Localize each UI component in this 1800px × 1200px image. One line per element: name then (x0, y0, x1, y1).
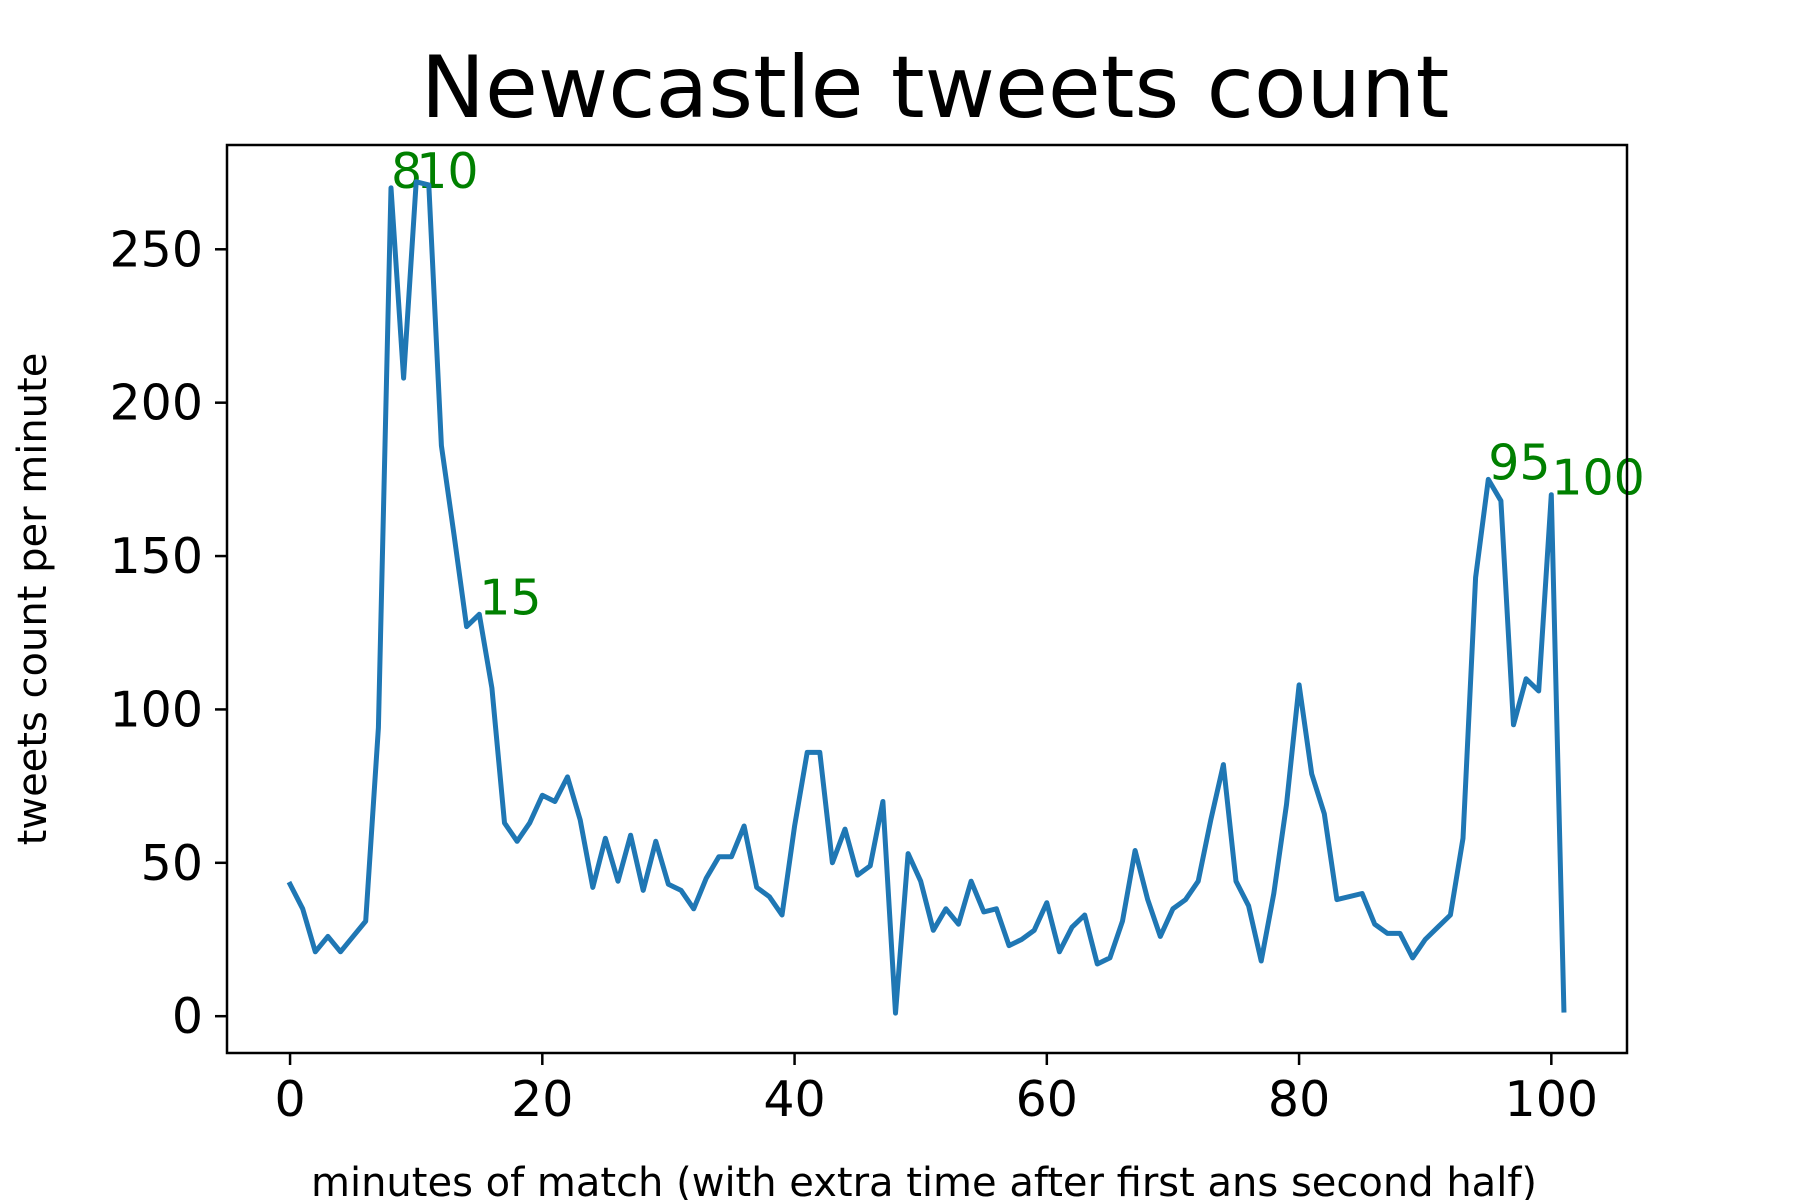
peak-annotation: 95 (1488, 434, 1550, 491)
y-tick-label: 0 (172, 988, 203, 1045)
x-tick-label: 0 (274, 1071, 305, 1128)
y-tick-label: 100 (109, 681, 203, 738)
x-axis-ticks: 0 20 40 60 80 100 (274, 1053, 1598, 1128)
x-axis-label: minutes of match (with extra time after … (311, 1160, 1537, 1200)
x-tick-label: 80 (1268, 1071, 1330, 1128)
series-line (286, 179, 1567, 1016)
plot-frame (225, 143, 1629, 1055)
chart-title: Newcastle tweets count (421, 38, 1450, 138)
x-tick-label: 100 (1505, 1071, 1599, 1128)
y-tick-label: 50 (141, 835, 203, 892)
y-tick-label: 250 (109, 221, 203, 278)
y-tick-label: 200 (109, 375, 203, 432)
peak-annotation: 100 (1551, 450, 1645, 507)
x-tick-label: 60 (1016, 1071, 1078, 1128)
peak-annotation: 10 (416, 143, 478, 200)
x-tick-label: 20 (511, 1071, 573, 1128)
peak-annotation: 15 (479, 569, 541, 626)
y-axis-label: tweets count per minute (10, 353, 56, 846)
y-axis-ticks: 0 50 100 150 200 250 (109, 221, 227, 1045)
x-tick-label: 40 (763, 1071, 825, 1128)
y-tick-label: 150 (109, 528, 203, 585)
